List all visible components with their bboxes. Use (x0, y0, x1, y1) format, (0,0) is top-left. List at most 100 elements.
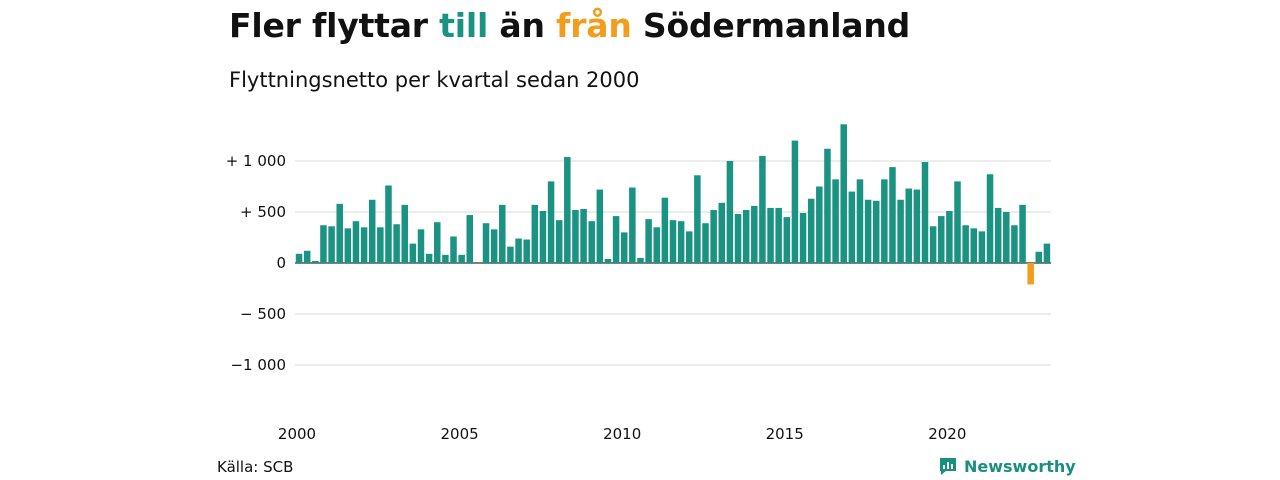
bar (507, 246, 514, 263)
bar (897, 199, 904, 263)
bar (864, 199, 872, 263)
bar (393, 224, 400, 263)
bar (661, 197, 669, 263)
bar (295, 253, 303, 263)
bar (978, 231, 986, 263)
bar (759, 155, 766, 263)
x-axis-ticks: 2000 2005 2010 2015 2020 (278, 425, 966, 443)
bar (783, 217, 791, 263)
bar (515, 238, 522, 263)
bar (767, 207, 774, 263)
bar (840, 124, 847, 263)
bar (547, 181, 555, 263)
bar (881, 179, 888, 263)
bar (799, 213, 807, 263)
bar (1003, 212, 1010, 263)
bar (360, 227, 368, 263)
x-tick-label: 2010 (603, 425, 641, 443)
title-part-5: Södermanland (631, 6, 911, 45)
bar (377, 227, 384, 263)
chart-subtitle: Flyttningsnetto per kvartal sedan 2000 (229, 68, 640, 92)
bar (734, 214, 742, 263)
bar (718, 202, 726, 263)
x-tick-label: 2005 (441, 425, 479, 443)
bar (417, 229, 425, 263)
newsworthy-logo[interactable]: Newsworthy (938, 456, 1076, 476)
bar (555, 220, 563, 263)
bar (604, 258, 612, 263)
bars (295, 124, 1051, 285)
bar (1043, 243, 1051, 263)
bar (962, 225, 969, 263)
x-tick-label: 2020 (928, 425, 966, 443)
bar (986, 174, 994, 263)
y-tick-label: 0 (276, 254, 286, 272)
bar (832, 179, 839, 263)
bar (344, 228, 352, 263)
bar (1011, 225, 1018, 263)
bar (352, 221, 360, 263)
bar (336, 203, 343, 263)
bar (490, 229, 498, 263)
bar (620, 232, 628, 263)
bar (1027, 263, 1034, 285)
bar (872, 200, 880, 263)
title-word-fran: från (556, 6, 632, 45)
bar (612, 216, 620, 263)
title-word-till: till (439, 6, 489, 45)
bar (434, 222, 441, 263)
bar (791, 140, 799, 263)
bar (499, 204, 506, 263)
bar (401, 204, 408, 263)
bar (710, 209, 717, 263)
title-part-1: Fler flyttar (229, 6, 440, 45)
bar (669, 220, 677, 263)
bar (775, 207, 782, 263)
bar (458, 254, 465, 263)
bar (742, 209, 750, 263)
bar (751, 205, 758, 263)
bar-chart: + 1 000 + 500 0 − 500 −1 000 2000 2005 2010 201… (226, 124, 1051, 443)
x-tick-label: 2015 (766, 425, 804, 443)
title-part-3: än (488, 6, 557, 45)
bar (807, 198, 815, 263)
bar (645, 219, 652, 263)
bar (596, 189, 604, 263)
y-tick-label: + 1 000 (226, 152, 286, 170)
bar (425, 253, 433, 263)
bar (637, 257, 644, 263)
bar (694, 175, 701, 263)
y-tick-label: − 500 (240, 305, 286, 323)
bar (970, 228, 978, 263)
bar (482, 223, 490, 263)
bar (312, 260, 319, 263)
y-tick-label: + 500 (240, 203, 286, 221)
bar (409, 243, 417, 263)
bar (905, 188, 912, 263)
bar (1035, 251, 1043, 263)
bar (848, 191, 856, 263)
bar (320, 225, 327, 263)
brand-name: Newsworthy (964, 456, 1076, 476)
bar (677, 221, 685, 263)
bar-chart-icon (940, 458, 956, 475)
bar (385, 185, 392, 263)
bar (702, 223, 709, 263)
bar (523, 239, 530, 263)
bar (572, 209, 579, 263)
bar (921, 162, 929, 263)
bar (938, 216, 945, 263)
bar (368, 199, 376, 263)
bar (824, 148, 831, 263)
bar (442, 254, 449, 263)
bar (564, 156, 571, 263)
y-tick-label: −1 000 (230, 356, 286, 374)
bar (580, 208, 587, 263)
bar (653, 227, 660, 263)
bar (726, 161, 734, 263)
bar (946, 210, 953, 263)
bar (816, 186, 823, 263)
source-note: Källa: SCB (217, 458, 294, 476)
bar (531, 204, 539, 263)
bar (994, 207, 1002, 263)
